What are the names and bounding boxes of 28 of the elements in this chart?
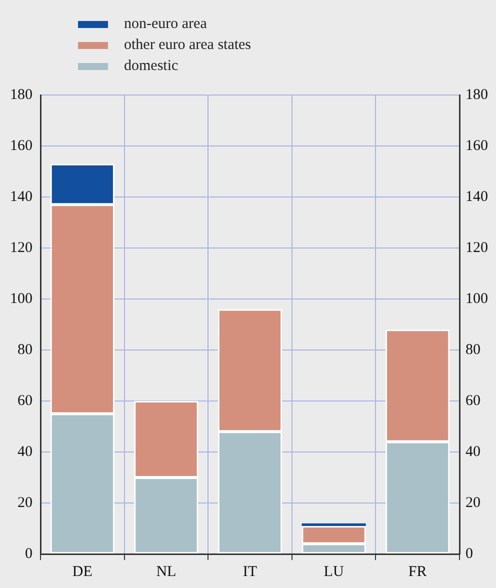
y-tick-label: 180 bbox=[10, 86, 32, 103]
x-tick-label: DE bbox=[72, 564, 92, 580]
y-tick-label: 40 bbox=[18, 444, 32, 460]
y2-tick-label: 120 bbox=[466, 240, 488, 256]
y-tick-label: 80 bbox=[18, 342, 32, 358]
y-tick-label: 160 bbox=[10, 138, 32, 154]
y2-tick-label: 0 bbox=[466, 546, 473, 562]
y2-tick-label: 80 bbox=[466, 342, 480, 358]
y-tick-label: 100 bbox=[10, 290, 32, 307]
y2-tick-label: 40 bbox=[466, 444, 480, 460]
y-tick-label: 120 bbox=[10, 240, 32, 256]
y2-tick-label: 180 bbox=[466, 86, 488, 103]
x-tick-label: NL bbox=[156, 564, 176, 580]
y2-tick-label: 160 bbox=[466, 138, 488, 154]
x-tick-label: IT bbox=[242, 564, 258, 580]
y-tick-label: 60 bbox=[18, 392, 32, 409]
y-tick-label: 20 bbox=[18, 494, 32, 511]
y2-tick-label: 100 bbox=[466, 290, 488, 307]
y2-tick-label: 20 bbox=[466, 494, 480, 511]
x-tick-label: FR bbox=[408, 564, 427, 580]
y2-tick-label: 60 bbox=[466, 392, 480, 409]
y-tick-label: 0 bbox=[25, 546, 32, 562]
y2-tick-label: 140 bbox=[466, 188, 488, 205]
x-tick-label: LU bbox=[324, 564, 344, 580]
legend-label: domestic bbox=[124, 58, 178, 75]
legend-label: non-euro area bbox=[124, 16, 207, 33]
y-tick-label: 140 bbox=[10, 188, 32, 205]
legend-label: other euro area states bbox=[124, 37, 252, 54]
